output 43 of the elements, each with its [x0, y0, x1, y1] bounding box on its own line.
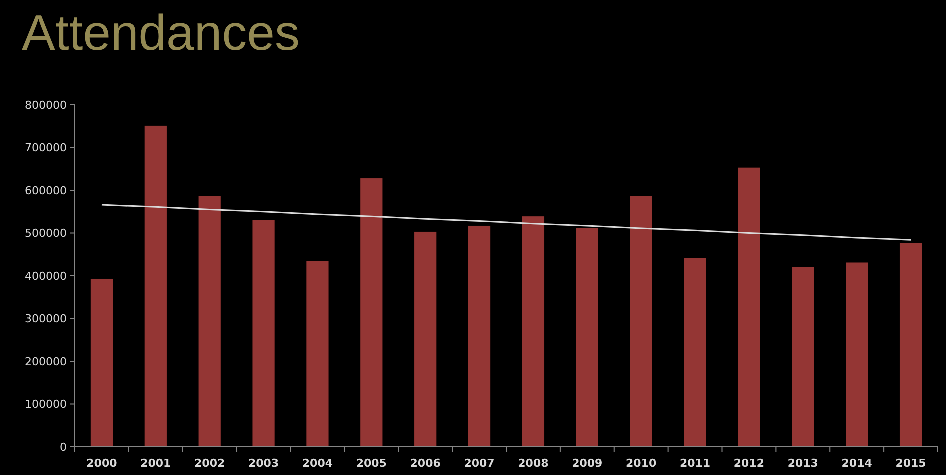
y-tick-label: 700000 — [25, 142, 67, 155]
x-tick-label: 2014 — [842, 457, 873, 470]
bar — [792, 267, 814, 447]
x-tick-label: 2005 — [356, 457, 387, 470]
x-tick-label: 2009 — [572, 457, 603, 470]
x-tick-label: 2000 — [86, 457, 118, 470]
x-tick-label: 2003 — [248, 457, 280, 470]
y-tick-label: 800000 — [25, 98, 67, 112]
bar — [630, 196, 652, 447]
x-tick-label: 2004 — [302, 457, 334, 470]
bar — [198, 196, 221, 447]
bar — [360, 178, 383, 447]
bar — [468, 226, 491, 447]
y-tick-label: 600000 — [25, 184, 67, 198]
y-tick-label: 300000 — [25, 312, 67, 326]
bar — [900, 243, 922, 447]
bar — [522, 216, 545, 447]
bar — [684, 258, 706, 447]
x-tick-label: 2015 — [896, 457, 926, 470]
y-tick-label: 500000 — [25, 227, 67, 240]
bar — [414, 232, 437, 447]
y-tick-label: 200000 — [25, 355, 67, 368]
bar — [738, 168, 760, 447]
bar — [144, 126, 167, 447]
x-tick-label: 2007 — [464, 457, 495, 470]
x-tick-label: 2011 — [680, 457, 711, 470]
bar — [306, 261, 329, 447]
bar — [252, 220, 275, 447]
line-series — [101, 204, 912, 241]
chart-title: Attendances — [22, 5, 300, 61]
x-tick-label: 2008 — [518, 457, 549, 470]
x-tick-label: 2013 — [788, 457, 818, 470]
y-tick-label: 100000 — [25, 398, 67, 412]
bar — [576, 228, 598, 447]
y-tick-label: 400000 — [25, 270, 67, 283]
x-tick-label: 2002 — [194, 457, 226, 470]
y-tick-label: 0 — [60, 440, 67, 454]
x-tick-label: 2010 — [626, 457, 657, 470]
x-tick-label: 2001 — [140, 457, 172, 470]
x-tick-label: 2006 — [410, 457, 442, 470]
bar — [90, 278, 114, 447]
x-tick-label: 2012 — [734, 457, 765, 470]
bar — [846, 262, 868, 447]
